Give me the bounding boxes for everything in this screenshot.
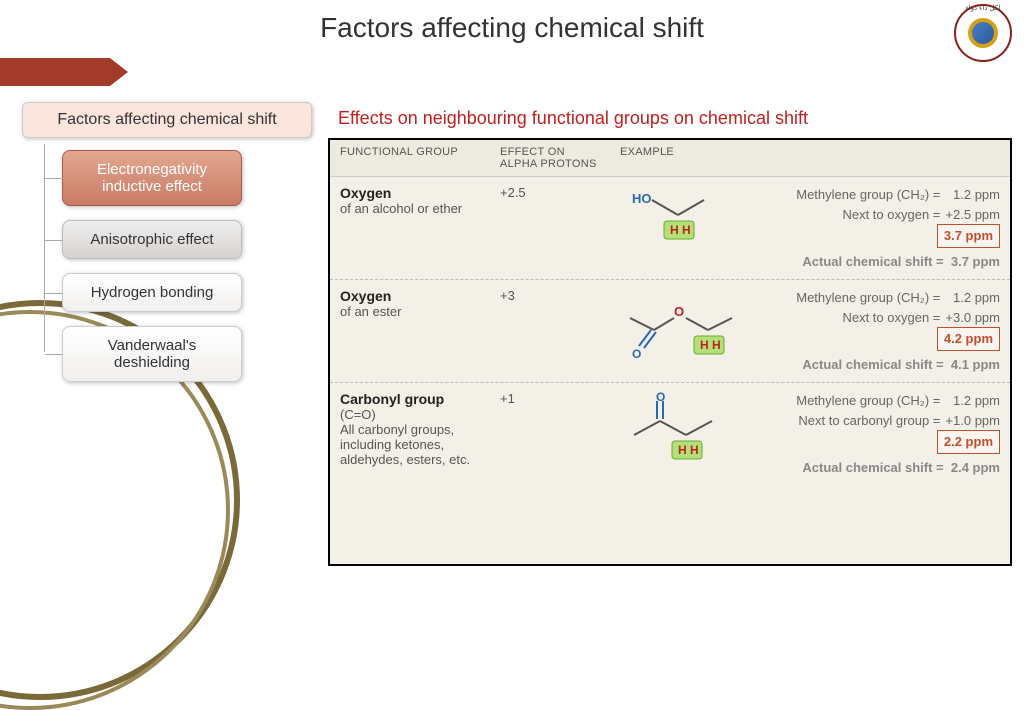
cell-example: O H H Methylene group (CH₂) = 1.2 ppm Ne… xyxy=(610,383,1010,485)
svg-text:O: O xyxy=(656,391,665,404)
th-example: EXAMPLE xyxy=(610,140,1010,176)
svg-text:H: H xyxy=(690,443,699,457)
cell-effect: +3 xyxy=(490,280,610,382)
effects-table: FUNCTIONAL GROUP EFFECT ON ALPHA PROTONS… xyxy=(328,138,1012,566)
svg-text:H: H xyxy=(678,443,687,457)
th-functional-group: FUNCTIONAL GROUP xyxy=(330,140,490,176)
molecule-diagram: O H H xyxy=(620,391,750,471)
svg-text:HO: HO xyxy=(632,191,652,206)
table-subtitle: Effects on neighbouring functional group… xyxy=(338,108,808,129)
molecule-diagram: HO H H xyxy=(620,185,750,255)
shift-calculation: Methylene group (CH₂) = 1.2 ppm Next to … xyxy=(770,288,1000,374)
page-title: Factors affecting chemical shift xyxy=(0,12,1024,44)
factors-tree: Factors affecting chemical shift Electro… xyxy=(22,102,312,396)
table-header-row: FUNCTIONAL GROUP EFFECT ON ALPHA PROTONS… xyxy=(330,140,1010,177)
svg-text:O: O xyxy=(632,347,641,361)
cell-effect: +2.5 xyxy=(490,177,610,279)
tree-node-vanderwaal: Vanderwaal's deshielding xyxy=(62,326,242,382)
institution-logo: لكل داء دواء xyxy=(954,4,1012,62)
svg-text:H: H xyxy=(670,223,679,237)
tree-children: Electronegativity inductive effect Aniso… xyxy=(62,150,312,382)
cell-example: HO H H Methylene group (CH₂) = 1.2 ppm N… xyxy=(610,177,1010,279)
cell-example: O O H H Methylene group (CH₂) = 1.2 ppm … xyxy=(610,280,1010,382)
cell-functional-group: Oxygenof an ester xyxy=(330,280,490,382)
cell-effect: +1 xyxy=(490,383,610,485)
svg-text:O: O xyxy=(674,304,684,319)
tree-node-anisotrophic: Anisotrophic effect xyxy=(62,220,242,259)
accent-arrow xyxy=(110,58,128,86)
shift-calculation: Methylene group (CH₂) = 1.2 ppm Next to … xyxy=(770,185,1000,271)
shift-calculation: Methylene group (CH₂) = 1.2 ppm Next to … xyxy=(770,391,1000,477)
molecule-diagram: O O H H xyxy=(620,288,750,368)
cell-functional-group: Oxygenof an alcohol or ether xyxy=(330,177,490,279)
logo-arabic-text: لكل داء دواء xyxy=(956,4,1010,12)
table-row: Oxygenof an ester +3 O O H H Methylene g… xyxy=(330,280,1010,383)
svg-text:H: H xyxy=(682,223,691,237)
tree-node-electronegativity: Electronegativity inductive effect xyxy=(62,150,242,206)
svg-text:H: H xyxy=(712,338,721,352)
tree-node-hydrogen: Hydrogen bonding xyxy=(62,273,242,312)
logo-inner-seal xyxy=(968,18,998,48)
cell-functional-group: Carbonyl group(C=O)All carbonyl groups, … xyxy=(330,383,490,485)
accent-bar xyxy=(0,58,110,86)
table-row: Oxygenof an alcohol or ether +2.5 HO H H… xyxy=(330,177,1010,280)
svg-text:H: H xyxy=(700,338,709,352)
table-row: Carbonyl group(C=O)All carbonyl groups, … xyxy=(330,383,1010,485)
tree-root: Factors affecting chemical shift xyxy=(22,102,312,138)
th-effect: EFFECT ON ALPHA PROTONS xyxy=(490,140,610,176)
